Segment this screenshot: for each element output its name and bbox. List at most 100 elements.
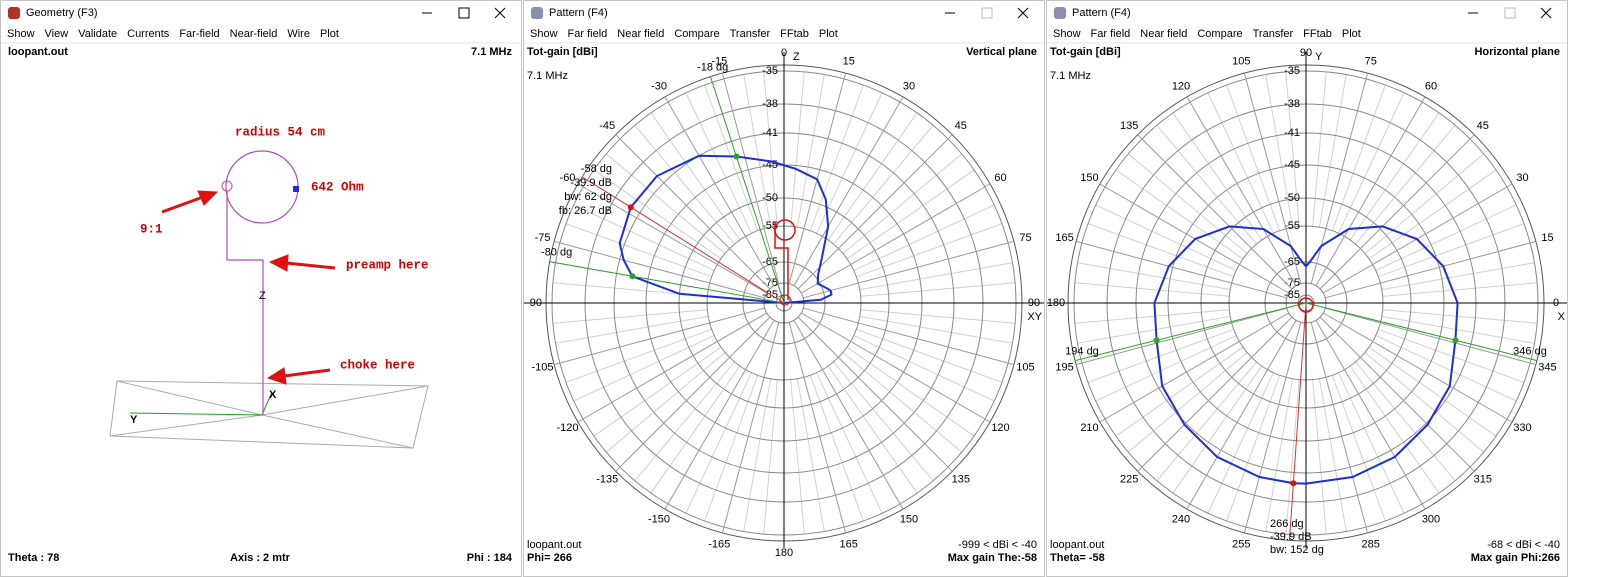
peak-dot bbox=[1290, 480, 1297, 487]
angle-label: 300 bbox=[1422, 513, 1440, 525]
menu-item[interactable]: Wire bbox=[287, 28, 310, 40]
window-title: Pattern (F4) bbox=[1072, 7, 1131, 19]
angle-label: 120 bbox=[991, 422, 1009, 434]
menu-item[interactable]: Compare bbox=[674, 28, 719, 40]
menu-item[interactable]: Compare bbox=[1197, 28, 1242, 40]
header-left: Tot-gain [dBi] bbox=[527, 46, 598, 58]
angle-spoke bbox=[1319, 134, 1475, 290]
antenna-symbol bbox=[1298, 297, 1314, 313]
marker-line bbox=[1305, 302, 1538, 362]
marker-label: -18 dg bbox=[697, 62, 728, 74]
marker-label: -80 dg bbox=[541, 247, 572, 259]
angle-spoke bbox=[1315, 320, 1426, 510]
y-axis bbox=[129, 412, 263, 416]
angle-spoke bbox=[793, 96, 904, 286]
menu-item[interactable]: Show bbox=[530, 28, 558, 40]
angle-spoke bbox=[1186, 320, 1297, 510]
antenna-symbol bbox=[774, 222, 789, 300]
marker-line bbox=[709, 76, 785, 304]
window-title: Geometry (F3) bbox=[26, 7, 98, 19]
status-right: Max gain The:-58 bbox=[948, 552, 1037, 564]
angle-label: -150 bbox=[648, 513, 670, 525]
menu-item[interactable]: Far-field bbox=[179, 28, 219, 40]
angle-label: 315 bbox=[1474, 474, 1492, 486]
menu-item[interactable]: Plot bbox=[819, 28, 838, 40]
angle-label: 120 bbox=[1172, 80, 1190, 92]
menu-item[interactable]: FFtab bbox=[1303, 28, 1332, 40]
header-right: Vertical plane bbox=[966, 46, 1037, 58]
header-left: Tot-gain [dBi] bbox=[1050, 46, 1121, 58]
angle-spoke bbox=[664, 96, 775, 286]
axis-label: X bbox=[269, 389, 277, 401]
angle-label: 150 bbox=[900, 513, 918, 525]
app-icon bbox=[8, 7, 20, 19]
header-right: Horizontal plane bbox=[1474, 46, 1560, 58]
menu-item[interactable]: Show bbox=[1053, 28, 1081, 40]
gain-ring-label: -38 bbox=[1284, 98, 1300, 110]
maximize-button[interactable] bbox=[1504, 7, 1516, 19]
marker-dot bbox=[1153, 337, 1160, 344]
marker-line bbox=[549, 261, 785, 304]
peak-label: -39.9 dB bbox=[570, 177, 612, 189]
angle-label: 345 bbox=[1538, 362, 1556, 374]
maximize-button[interactable] bbox=[458, 7, 470, 19]
menu-item[interactable]: Far field bbox=[568, 28, 608, 40]
gain-ring-label: -65 bbox=[762, 256, 778, 268]
angle-label: 285 bbox=[1362, 538, 1380, 550]
angle-label: 330 bbox=[1513, 422, 1531, 434]
menu-item[interactable]: Currents bbox=[127, 28, 170, 40]
gain-range: -999 < dBi < -40 bbox=[958, 539, 1037, 551]
menu-item[interactable]: Validate bbox=[78, 28, 117, 40]
angle-label: 255 bbox=[1232, 538, 1250, 550]
x-axis bbox=[261, 391, 273, 416]
peak-label: bw: 152 dg bbox=[1270, 544, 1324, 556]
menu-item[interactable]: Near field bbox=[1140, 28, 1187, 40]
menu-item[interactable]: Show bbox=[7, 28, 35, 40]
angle-spoke bbox=[797, 134, 953, 290]
peak-dot bbox=[627, 204, 634, 211]
angle-label: -165 bbox=[708, 538, 730, 550]
angle-spoke bbox=[721, 72, 780, 284]
axis-label-up: Y bbox=[1315, 51, 1323, 63]
angle-spoke bbox=[1319, 316, 1475, 472]
angle-label: 135 bbox=[952, 474, 970, 486]
angle-spoke bbox=[1075, 240, 1287, 299]
menu-item[interactable]: Near field bbox=[617, 28, 664, 40]
angle-spoke bbox=[1075, 307, 1287, 366]
maximize-button[interactable] bbox=[981, 7, 993, 19]
menu-item[interactable]: Near-field bbox=[230, 28, 278, 40]
angle-label: -30 bbox=[651, 80, 667, 92]
angle-spoke bbox=[1186, 96, 1297, 286]
peak-label: -39.9 dB bbox=[1270, 531, 1312, 543]
gain-ring-label: -75 bbox=[762, 277, 778, 289]
angle-spoke bbox=[553, 240, 765, 299]
close-button[interactable] bbox=[494, 7, 506, 19]
frequency: 7.1 MHz bbox=[471, 46, 512, 58]
menu-item[interactable]: Plot bbox=[320, 28, 339, 40]
gain-ring-label: -38 bbox=[762, 98, 778, 110]
angle-label: 30 bbox=[1516, 172, 1528, 184]
polar-plot: Tot-gain [dBi] Vertical plane 7.1 MHz loopa… bbox=[524, 46, 1044, 564]
pattern bbox=[1153, 225, 1459, 485]
angle-spoke bbox=[797, 316, 953, 472]
window-title: Pattern (F4) bbox=[549, 7, 608, 19]
menu-item[interactable]: FFtab bbox=[780, 28, 809, 40]
gain-ring-label: -35 bbox=[762, 65, 778, 77]
angle-spoke bbox=[615, 316, 771, 472]
menu-item[interactable]: Transfer bbox=[1253, 28, 1294, 40]
angle-label: -45 bbox=[599, 120, 615, 132]
angle-label: 60 bbox=[994, 172, 1006, 184]
angle-label: 30 bbox=[903, 80, 915, 92]
menu-item[interactable]: View bbox=[45, 28, 69, 40]
menu-item[interactable]: Plot bbox=[1342, 28, 1361, 40]
menu-item[interactable]: Transfer bbox=[730, 28, 771, 40]
file-name: loopant.out bbox=[8, 46, 68, 58]
menu-item[interactable]: Far field bbox=[1091, 28, 1131, 40]
close-button[interactable] bbox=[1540, 7, 1552, 19]
status-phi: Phi : 184 bbox=[467, 552, 513, 564]
angle-label: 105 bbox=[1016, 362, 1034, 374]
close-button[interactable] bbox=[1017, 7, 1029, 19]
ground-plane bbox=[109, 380, 429, 449]
antenna-symbol bbox=[779, 294, 791, 306]
annotation: 642 Ohm bbox=[311, 180, 364, 194]
